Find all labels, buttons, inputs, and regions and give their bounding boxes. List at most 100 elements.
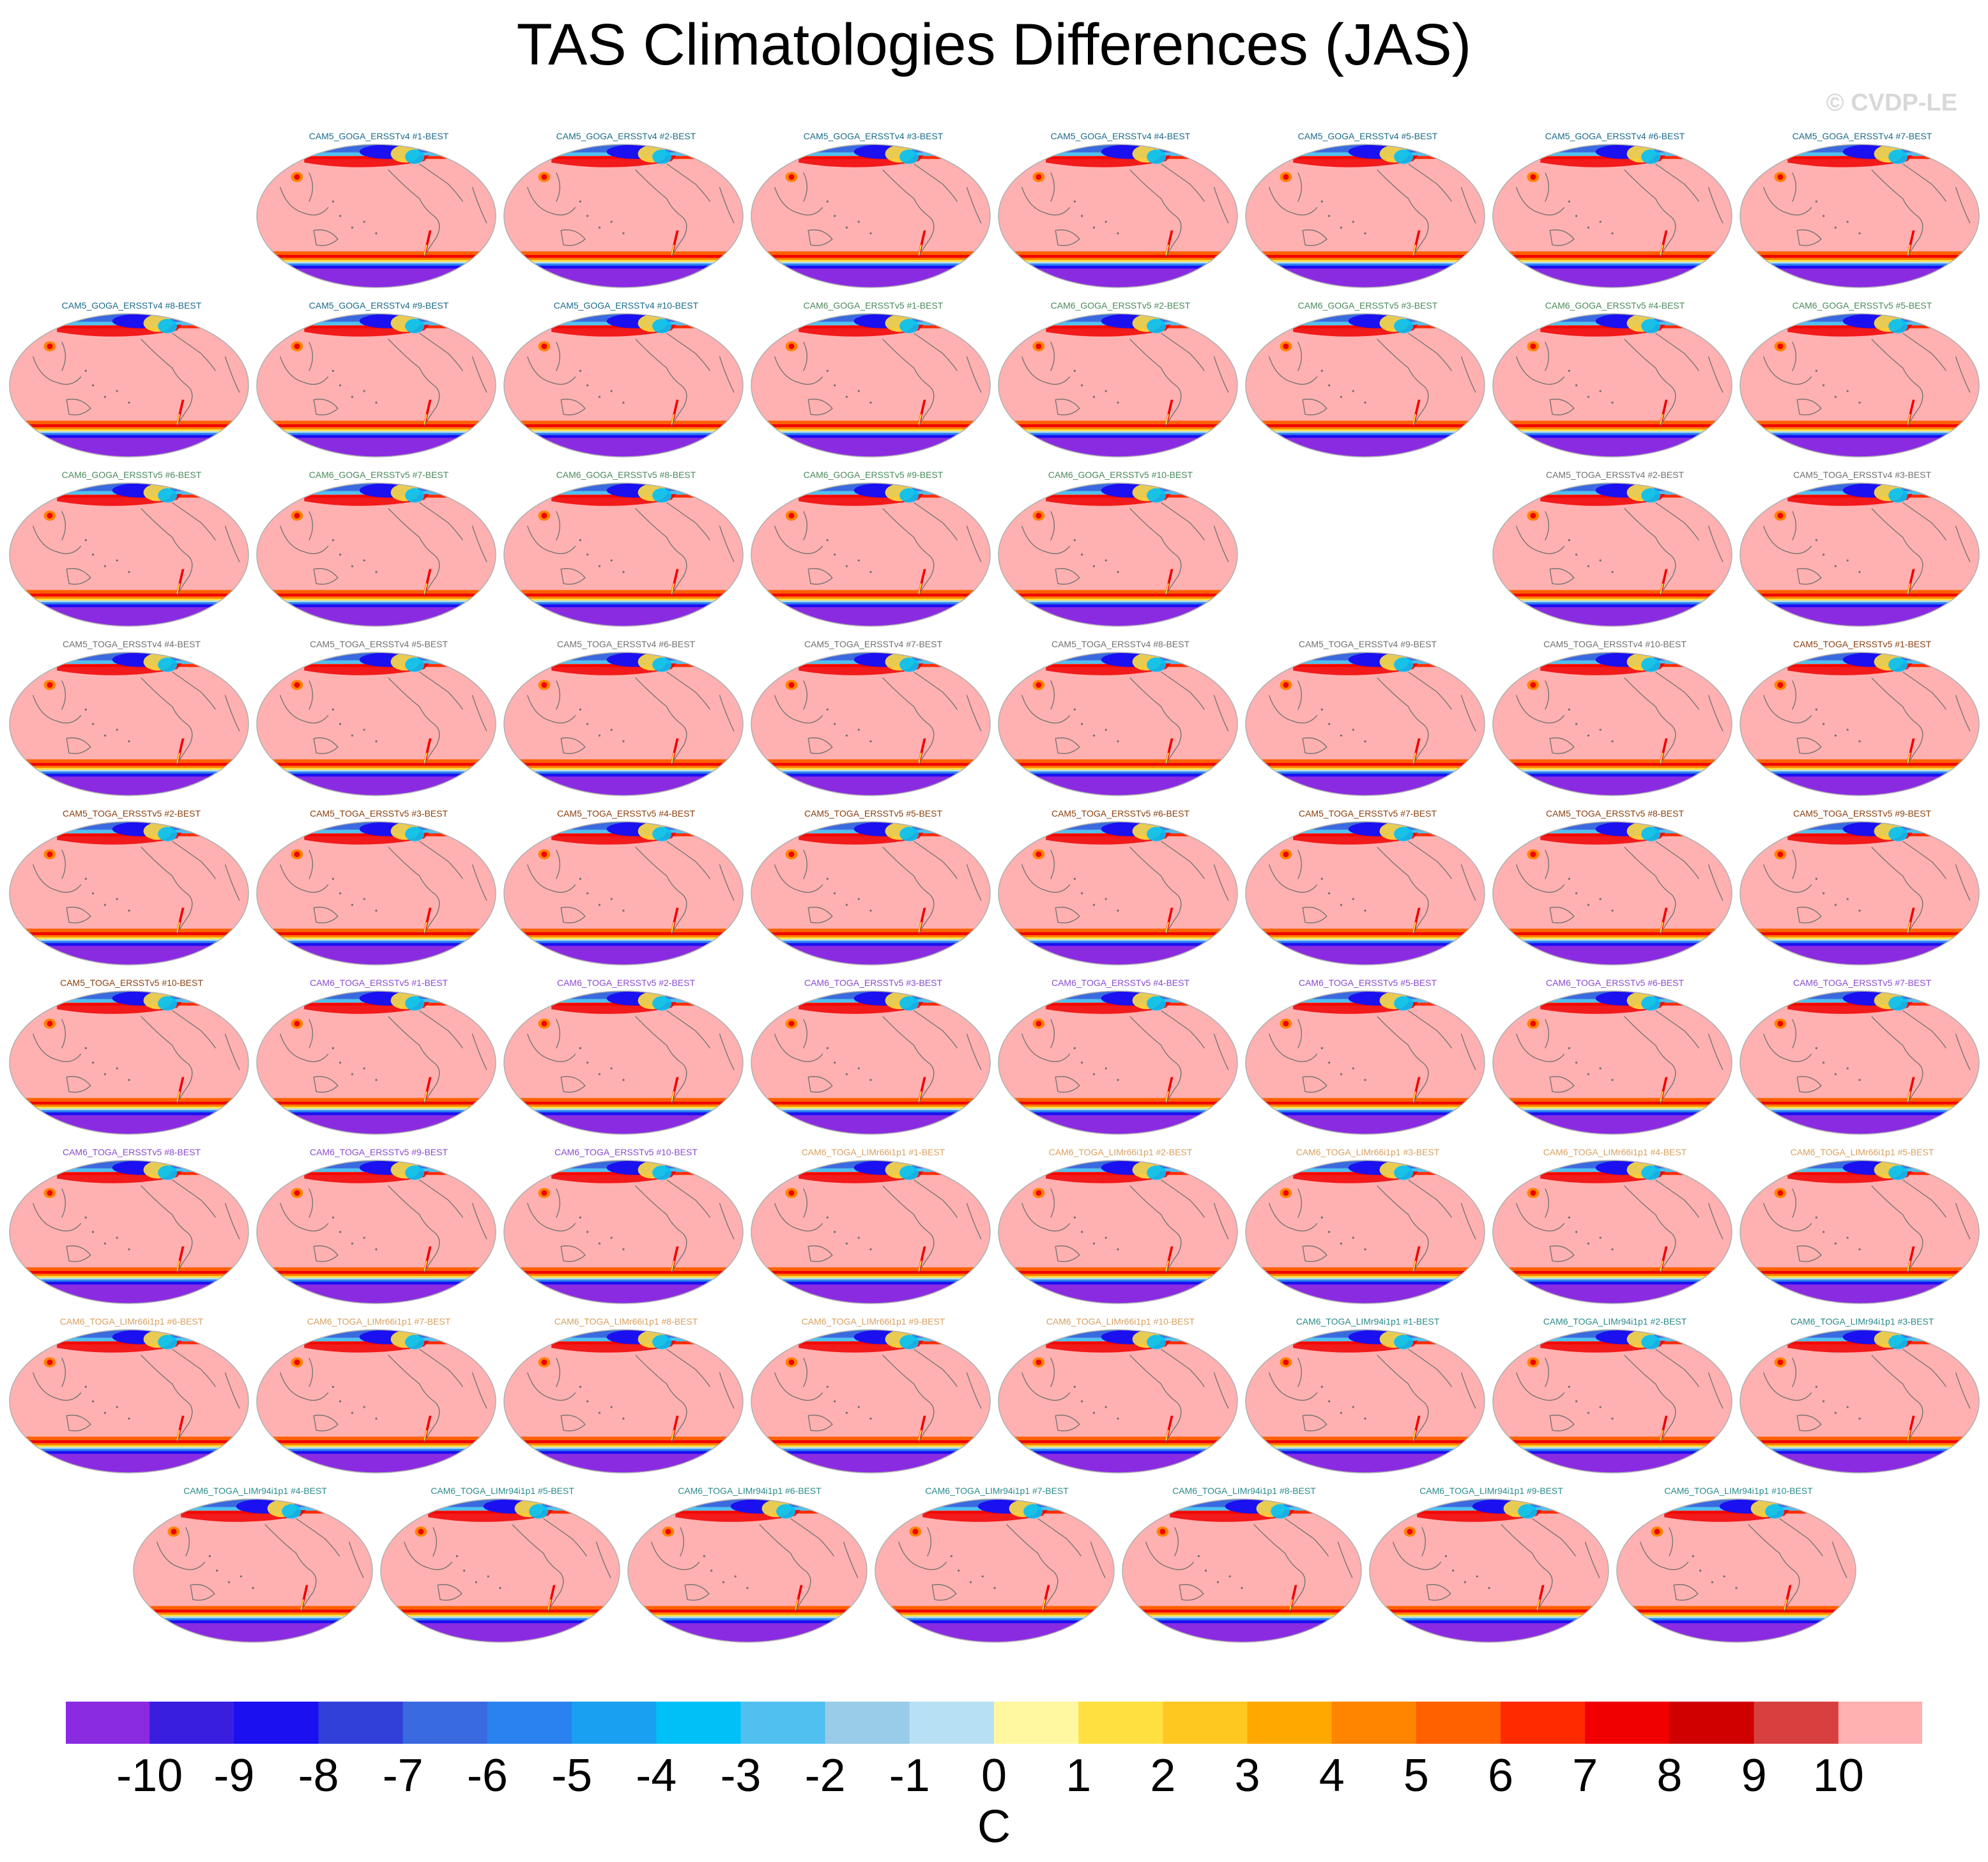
map-outline bbox=[503, 990, 744, 1135]
colorbar-tick-label: 7 bbox=[1572, 1750, 1598, 1801]
panel-title: CAM5_TOGA_ERSSTv5 #3-BEST bbox=[309, 808, 448, 819]
colorbar-units-label: C bbox=[977, 1801, 1011, 1852]
world-map bbox=[9, 990, 249, 1135]
map-panel: CAM6_TOGA_LIMr66i1p1 #7-BEST bbox=[256, 1316, 501, 1476]
map-outline bbox=[503, 144, 744, 288]
world-map bbox=[1121, 1498, 1362, 1643]
map-panel: CAM6_TOGA_ERSSTv5 #9-BEST bbox=[256, 1147, 501, 1307]
colorbar-tick-label: -9 bbox=[213, 1750, 255, 1801]
panel-title: CAM6_GOGA_ERSSTv5 #9-BEST bbox=[803, 470, 944, 480]
map-panel: CAM6_TOGA_ERSSTv5 #4-BEST bbox=[998, 978, 1243, 1137]
panel-title: CAM6_TOGA_LIMr94i1p1 #6-BEST bbox=[678, 1486, 822, 1496]
world-map bbox=[256, 1160, 496, 1304]
map-panel: CAM6_TOGA_LIMr66i1p1 #2-BEST bbox=[998, 1147, 1243, 1307]
world-map bbox=[751, 482, 991, 627]
map-panel: CAM6_TOGA_LIMr94i1p1 #5-BEST bbox=[379, 1486, 625, 1645]
world-map bbox=[1740, 313, 1980, 458]
colorbar-tick-label: 0 bbox=[981, 1750, 1007, 1801]
map-outline bbox=[256, 1160, 496, 1304]
map-outline bbox=[9, 482, 249, 627]
colorbar-tick-label: 3 bbox=[1234, 1750, 1260, 1801]
map-panel: CAM6_GOGA_ERSSTv5 #3-BEST bbox=[1245, 300, 1490, 460]
map-outline bbox=[751, 990, 991, 1135]
map-panel: CAM6_TOGA_LIMr66i1p1 #1-BEST bbox=[751, 1147, 996, 1307]
map-outline bbox=[1616, 1498, 1856, 1643]
map-outline bbox=[503, 482, 744, 627]
map-outline bbox=[1245, 144, 1485, 288]
colorbar-tick-label: 8 bbox=[1656, 1750, 1683, 1801]
map-panel: CAM6_TOGA_ERSSTv5 #8-BEST bbox=[9, 1147, 254, 1307]
panel-title: CAM6_TOGA_LIMr94i1p1 #7-BEST bbox=[925, 1486, 1069, 1496]
colorbar-tick-label: 9 bbox=[1741, 1750, 1767, 1801]
world-map bbox=[751, 144, 991, 288]
panel-title: CAM6_TOGA_LIMr66i1p1 #9-BEST bbox=[801, 1316, 945, 1327]
panel-title: CAM5_GOGA_ERSSTv4 #7-BEST bbox=[1792, 131, 1932, 141]
colorbar-tick-label: -3 bbox=[720, 1750, 761, 1801]
panel-title: CAM5_TOGA_ERSSTv5 #1-BEST bbox=[1793, 639, 1932, 649]
map-panel: CAM5_GOGA_ERSSTv4 #7-BEST bbox=[1740, 131, 1985, 291]
map-panel: CAM6_GOGA_ERSSTv5 #7-BEST bbox=[256, 470, 501, 629]
world-map bbox=[256, 144, 496, 288]
colorbar-tick-label: 6 bbox=[1488, 1750, 1514, 1801]
panel-title: CAM6_GOGA_ERSSTv5 #4-BEST bbox=[1545, 300, 1685, 311]
world-map bbox=[1245, 821, 1485, 966]
world-map bbox=[503, 1329, 744, 1473]
map-panel: CAM6_TOGA_ERSSTv5 #1-BEST bbox=[256, 978, 501, 1137]
map-panel: CAM6_TOGA_LIMr66i1p1 #8-BEST bbox=[503, 1316, 749, 1476]
panel-title: CAM6_TOGA_ERSSTv5 #6-BEST bbox=[1545, 978, 1685, 988]
panel-title: CAM6_TOGA_LIMr66i1p1 #10-BEST bbox=[1046, 1316, 1195, 1327]
panel-title: CAM6_TOGA_LIMr66i1p1 #5-BEST bbox=[1790, 1147, 1934, 1157]
colorbar-bin bbox=[318, 1701, 404, 1744]
world-map bbox=[998, 652, 1238, 796]
colorbar-bin bbox=[402, 1701, 488, 1744]
world-map bbox=[503, 821, 744, 966]
map-panel: CAM5_GOGA_ERSSTv4 #9-BEST bbox=[256, 300, 501, 460]
map-panel: CAM6_TOGA_LIMr94i1p1 #3-BEST bbox=[1740, 1316, 1985, 1476]
colorbar-bin bbox=[1247, 1701, 1333, 1744]
map-outline bbox=[9, 652, 249, 796]
panel-title: CAM5_TOGA_ERSSTv5 #9-BEST bbox=[1793, 808, 1932, 819]
panel-title: CAM5_TOGA_ERSSTv4 #2-BEST bbox=[1545, 470, 1685, 480]
world-map bbox=[256, 990, 496, 1135]
map-panel: CAM6_GOGA_ERSSTv5 #9-BEST bbox=[751, 470, 996, 629]
world-map bbox=[1740, 990, 1980, 1135]
figure-title: TAS Climatologies Differences (JAS) bbox=[516, 12, 1472, 77]
map-panel: CAM5_TOGA_ERSSTv5 #2-BEST bbox=[9, 808, 254, 968]
map-outline bbox=[1245, 990, 1485, 1135]
map-outline bbox=[379, 1498, 620, 1643]
world-map bbox=[1740, 1160, 1980, 1304]
colorbar-tick-label: 5 bbox=[1403, 1750, 1429, 1801]
panel-title: CAM5_GOGA_ERSSTv4 #2-BEST bbox=[556, 131, 696, 141]
panel-title: CAM6_TOGA_ERSSTv5 #2-BEST bbox=[556, 978, 696, 988]
map-panel: CAM6_GOGA_ERSSTv5 #6-BEST bbox=[9, 470, 254, 629]
map-panel: CAM6_GOGA_ERSSTv5 #4-BEST bbox=[1492, 300, 1738, 460]
map-outline bbox=[1492, 821, 1732, 966]
colorbar-tick-label: -8 bbox=[298, 1750, 339, 1801]
map-panel: CAM6_TOGA_ERSSTv5 #6-BEST bbox=[1492, 978, 1738, 1137]
map-panel: CAM5_GOGA_ERSSTv4 #8-BEST bbox=[9, 300, 254, 460]
panel-title: CAM6_GOGA_ERSSTv5 #1-BEST bbox=[803, 300, 944, 311]
colorbar-bin bbox=[1501, 1701, 1586, 1744]
map-panel: CAM5_GOGA_ERSSTv4 #1-BEST bbox=[256, 131, 501, 291]
map-outline bbox=[998, 1160, 1238, 1304]
map-panel: CAM5_TOGA_ERSSTv5 #1-BEST bbox=[1740, 639, 1985, 799]
world-map bbox=[503, 990, 744, 1135]
map-panel: CAM5_TOGA_ERSSTv5 #4-BEST bbox=[503, 808, 749, 968]
map-panel: CAM5_GOGA_ERSSTv4 #6-BEST bbox=[1492, 131, 1738, 291]
map-outline bbox=[1121, 1498, 1362, 1643]
panel-title: CAM6_TOGA_LIMr66i1p1 #1-BEST bbox=[801, 1147, 945, 1157]
map-outline bbox=[1740, 652, 1980, 796]
panel-title: CAM6_TOGA_LIMr94i1p1 #9-BEST bbox=[1419, 1486, 1563, 1496]
map-panel: CAM6_TOGA_LIMr94i1p1 #1-BEST bbox=[1245, 1316, 1490, 1476]
colorbar-bin bbox=[656, 1701, 741, 1744]
panel-title: CAM6_TOGA_LIMr94i1p1 #4-BEST bbox=[183, 1486, 327, 1496]
panel-title: CAM6_TOGA_LIMr66i1p1 #7-BEST bbox=[307, 1316, 451, 1327]
panel-title: CAM6_TOGA_LIMr94i1p1 #8-BEST bbox=[1172, 1486, 1316, 1496]
panel-title: CAM6_TOGA_ERSSTv5 #3-BEST bbox=[804, 978, 943, 988]
panel-title: CAM6_TOGA_ERSSTv5 #7-BEST bbox=[1793, 978, 1932, 988]
map-panel: CAM6_TOGA_LIMr66i1p1 #4-BEST bbox=[1492, 1147, 1738, 1307]
colorbar-tick-label: 2 bbox=[1150, 1750, 1176, 1801]
panel-title: CAM5_GOGA_ERSSTv4 #8-BEST bbox=[61, 300, 202, 311]
panel-title: CAM6_TOGA_LIMr94i1p1 #1-BEST bbox=[1296, 1316, 1440, 1327]
colorbar-bin bbox=[994, 1701, 1079, 1744]
